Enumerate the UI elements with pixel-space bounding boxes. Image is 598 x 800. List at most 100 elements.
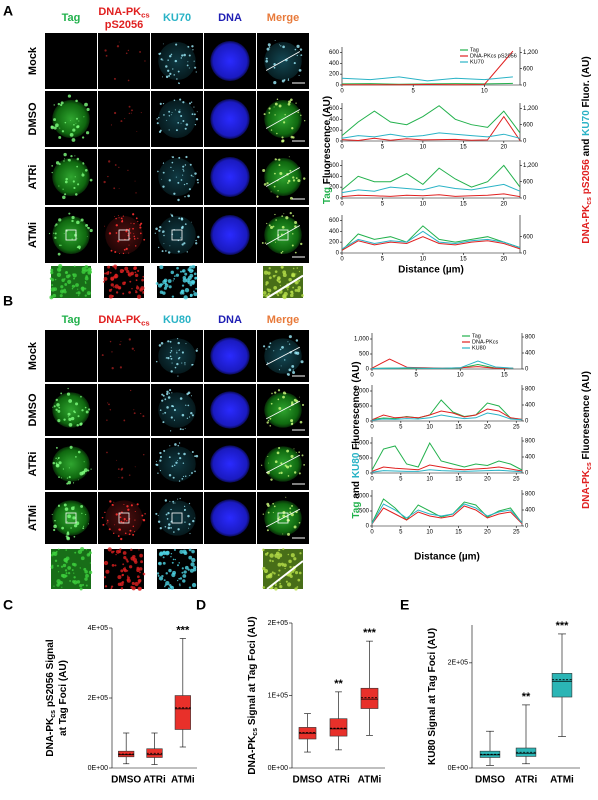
y-tick-label: 1E+05 bbox=[268, 692, 289, 699]
profile-trace bbox=[371, 360, 514, 370]
x-tick-label: 0 bbox=[340, 257, 344, 263]
speckle bbox=[159, 451, 162, 455]
speckle bbox=[140, 412, 142, 415]
column-header: KU70 bbox=[163, 12, 191, 24]
speckle bbox=[170, 552, 173, 555]
speckle bbox=[54, 232, 57, 235]
speckle bbox=[299, 48, 303, 51]
column-header: KU80 bbox=[163, 314, 191, 326]
speckle bbox=[103, 277, 108, 281]
y-axis-label: KU80 Signal at Tag Foci (AU) bbox=[427, 628, 438, 765]
box bbox=[479, 750, 501, 758]
speckle bbox=[143, 454, 145, 456]
speckle bbox=[112, 265, 114, 268]
speckle bbox=[285, 496, 287, 498]
speckle bbox=[298, 521, 301, 524]
speckle bbox=[270, 191, 272, 193]
speckle bbox=[49, 277, 53, 280]
box bbox=[551, 673, 573, 698]
y2-tick-label: 1,200 bbox=[523, 106, 539, 112]
speckle bbox=[89, 228, 93, 233]
speckle bbox=[188, 54, 191, 57]
speckle bbox=[118, 477, 120, 478]
speckle bbox=[132, 227, 134, 230]
speckle bbox=[278, 569, 281, 572]
speckle bbox=[70, 416, 75, 421]
speckle bbox=[69, 580, 71, 582]
speckle bbox=[159, 225, 162, 229]
speckle bbox=[267, 455, 269, 458]
speckle bbox=[158, 246, 160, 249]
column-header: Tag bbox=[62, 12, 81, 24]
speckle bbox=[273, 505, 276, 508]
row-label: DMSO bbox=[27, 393, 39, 426]
speckle bbox=[126, 575, 129, 577]
speckle bbox=[274, 270, 278, 273]
speckle bbox=[286, 373, 289, 375]
speckle bbox=[137, 220, 139, 223]
speckle bbox=[123, 419, 126, 422]
profile-line bbox=[265, 400, 301, 420]
speckle bbox=[270, 402, 273, 405]
speckle bbox=[273, 81, 277, 85]
speckle bbox=[67, 412, 71, 416]
y2-tick-label: 800 bbox=[525, 387, 536, 393]
y-tick-label: 2E+05 bbox=[448, 660, 469, 667]
speckle bbox=[85, 548, 88, 551]
speckle bbox=[128, 533, 131, 536]
speckle bbox=[61, 526, 65, 530]
speckle bbox=[101, 516, 104, 519]
speckle bbox=[181, 54, 184, 57]
y-tick-label: 4E+05 bbox=[88, 625, 109, 632]
nucleus bbox=[52, 215, 90, 255]
speckle bbox=[76, 157, 80, 161]
speckle bbox=[288, 343, 291, 345]
speckle bbox=[89, 178, 93, 182]
speckle bbox=[107, 175, 109, 178]
speckle bbox=[285, 216, 289, 220]
speckle bbox=[167, 251, 171, 254]
speckle bbox=[134, 581, 139, 587]
speckle bbox=[119, 582, 124, 587]
y2-tick-label: 800 bbox=[525, 492, 536, 498]
speckle bbox=[60, 101, 64, 105]
y-tick-label: 600 bbox=[329, 163, 340, 169]
speckle bbox=[87, 523, 89, 525]
speckle bbox=[53, 524, 57, 529]
speckle bbox=[163, 449, 166, 452]
nucleus bbox=[210, 499, 250, 537]
speckle bbox=[119, 269, 124, 274]
speckle bbox=[188, 523, 191, 526]
y-tick-label: 200 bbox=[329, 185, 340, 191]
speckle bbox=[63, 233, 65, 235]
speckle bbox=[292, 369, 294, 371]
speckle bbox=[170, 350, 173, 352]
speckle bbox=[51, 513, 53, 515]
speckle bbox=[130, 222, 132, 224]
nucleus bbox=[158, 99, 196, 139]
speckle bbox=[179, 428, 182, 431]
speckle bbox=[182, 289, 185, 292]
speckle bbox=[281, 250, 284, 253]
x-tick-label: 25 bbox=[513, 530, 520, 536]
speckle bbox=[166, 119, 168, 121]
speckle bbox=[55, 123, 59, 128]
speckle bbox=[281, 225, 285, 229]
profile-line bbox=[265, 167, 301, 187]
x-tick-label: 0 bbox=[370, 477, 374, 483]
speckle bbox=[78, 120, 80, 122]
speckle bbox=[197, 181, 199, 184]
speckle bbox=[169, 72, 172, 75]
y2-axis-label: DNA-PKcs Fluorescence (AU) bbox=[581, 371, 593, 509]
speckle bbox=[123, 281, 126, 284]
speckle bbox=[141, 278, 144, 282]
speckle bbox=[184, 362, 186, 364]
speckle bbox=[178, 110, 181, 114]
text-segment: and bbox=[351, 478, 362, 501]
speckle bbox=[297, 179, 301, 183]
speckle bbox=[274, 213, 276, 216]
column-header: DNA bbox=[218, 12, 242, 24]
speckle bbox=[57, 456, 60, 459]
speckle bbox=[120, 587, 124, 590]
